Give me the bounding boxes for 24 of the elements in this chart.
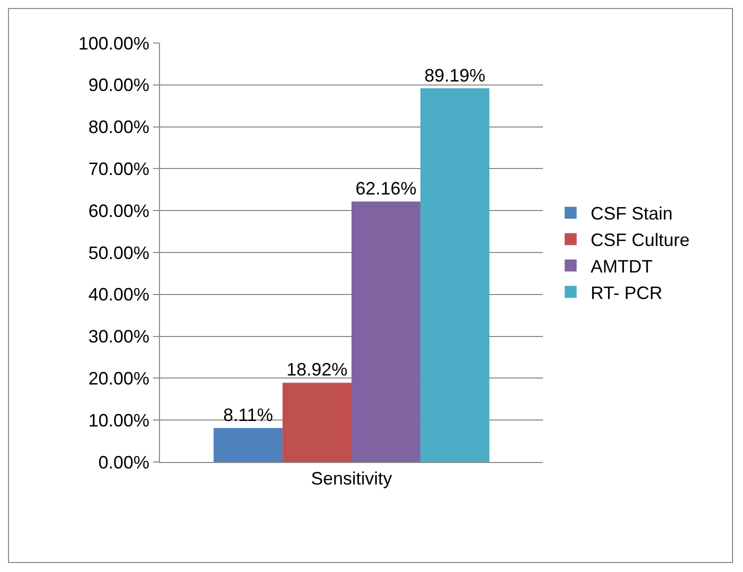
x-tick-label: Sensitivity <box>310 468 392 489</box>
y-tick-label: 10.00% <box>88 410 150 430</box>
y-tick-label: 90.00% <box>88 75 150 96</box>
y-tick-label: 50.00% <box>88 242 150 263</box>
data-label: 89.19% <box>424 65 486 86</box>
legend-label: CSF Culture <box>590 230 690 250</box>
data-label: 62.16% <box>355 178 416 199</box>
legend-label: RT- PCR <box>590 282 662 303</box>
y-tick-label: 40.00% <box>88 284 150 305</box>
y-tick-label: 100.00% <box>78 33 150 54</box>
legend-label: AMTDT <box>590 256 653 277</box>
data-label: 18.92% <box>286 360 348 380</box>
y-tick-label: 0.00% <box>98 452 150 472</box>
bar <box>282 382 352 462</box>
y-tick-label: 20.00% <box>88 368 150 388</box>
bar <box>352 202 420 462</box>
data-label: 8.11% <box>223 405 273 426</box>
y-tick-label: 80.00% <box>88 117 150 138</box>
y-tick-label: 30.00% <box>88 326 150 347</box>
bar <box>420 88 490 462</box>
bar <box>214 428 283 462</box>
y-tick-label: 70.00% <box>88 159 150 179</box>
legend-label: CSF Stain <box>590 204 673 224</box>
y-tick-label: 60.00% <box>88 200 150 221</box>
